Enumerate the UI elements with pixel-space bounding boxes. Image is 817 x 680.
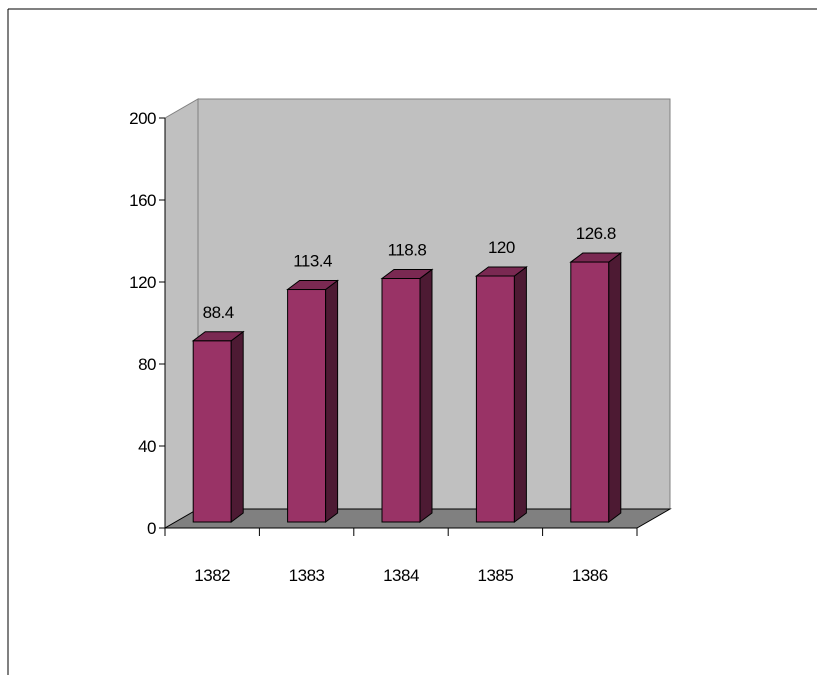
y-tick-label: 160 (129, 191, 156, 210)
bar-top (286, 280, 340, 291)
y-tick-label: 120 (129, 273, 156, 292)
bar (191, 330, 245, 523)
data-label: 118.8 (388, 240, 427, 259)
bar (380, 268, 434, 523)
x-tick-label: 1383 (289, 566, 325, 585)
bar (474, 266, 528, 523)
data-label: 126.8 (576, 224, 616, 243)
bar-side (325, 279, 339, 523)
bar-side (608, 252, 622, 523)
bar-top (569, 252, 623, 263)
bar (569, 252, 623, 523)
bar-front (570, 261, 610, 523)
x-tick-label: 1384 (383, 566, 419, 585)
bar-front (475, 275, 515, 523)
bar-side (230, 330, 244, 523)
data-label: 113.4 (293, 252, 332, 271)
labels: 0 40 80 120 160 200 1382 1383 1384 1385 1386 88.4 11… (129, 109, 616, 585)
data-label: 120 (488, 238, 515, 257)
x-tick-label: 1385 (477, 566, 513, 585)
y-tick-label: 40 (138, 437, 156, 456)
data-label: 88.4 (203, 303, 234, 322)
y-tick-label: 0 (147, 519, 156, 538)
bars (191, 252, 623, 523)
bar-top (191, 331, 245, 342)
bar-front (192, 340, 232, 523)
bar-side (419, 268, 433, 523)
axes (159, 117, 638, 536)
x-tick-label: 1386 (572, 566, 608, 585)
x-tick-label: 1382 (194, 566, 230, 585)
bar-front (381, 277, 421, 523)
bar-side (513, 266, 527, 523)
bar (286, 279, 340, 523)
y-tick-label: 200 (129, 109, 156, 128)
bar-top (474, 266, 528, 277)
bar-front (287, 289, 327, 523)
y-tick-label: 80 (138, 355, 156, 374)
bar-top (380, 268, 434, 279)
